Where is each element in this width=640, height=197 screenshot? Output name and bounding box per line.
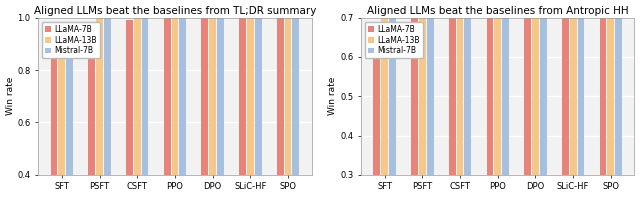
Bar (607, 0, 614, 175)
Bar (202, 0, 208, 175)
Bar (577, 0, 584, 175)
Bar (277, 0, 284, 175)
Bar (217, 0, 224, 175)
Bar (456, 0, 463, 175)
Bar (51, 37, 58, 175)
Bar (172, 0, 179, 175)
Bar (164, 12, 170, 175)
Bar (88, 32, 95, 175)
Bar (292, 0, 300, 175)
Y-axis label: Win rate: Win rate (6, 77, 15, 115)
Bar (96, 18, 103, 175)
Bar (600, 0, 607, 175)
Bar (389, 1, 396, 175)
Bar (570, 0, 577, 175)
Bar (104, 15, 111, 175)
Bar (141, 5, 148, 175)
Bar (524, 0, 531, 175)
Bar (247, 0, 253, 175)
Legend: LLaMA-7B, LLaMA-13B, Mistral-7B: LLaMA-7B, LLaMA-13B, Mistral-7B (365, 21, 422, 59)
Bar (615, 0, 622, 175)
Bar (540, 0, 547, 175)
Bar (449, 0, 456, 175)
Bar (58, 30, 65, 175)
Bar (126, 20, 133, 175)
Bar (562, 0, 569, 175)
Bar (419, 0, 426, 175)
Bar (209, 0, 216, 175)
Bar (411, 17, 418, 175)
Bar (486, 0, 493, 175)
Legend: LLaMA-7B, LLaMA-13B, Mistral-7B: LLaMA-7B, LLaMA-13B, Mistral-7B (42, 21, 100, 59)
Bar (239, 0, 246, 175)
Bar (255, 0, 262, 175)
Title: Aligned LLMs beat the baselines from TL;DR summary: Aligned LLMs beat the baselines from TL;… (34, 6, 316, 16)
Y-axis label: Win rate: Win rate (328, 77, 337, 115)
Bar (179, 0, 186, 175)
Bar (427, 0, 433, 175)
Bar (373, 22, 380, 175)
Bar (381, 5, 388, 175)
Bar (67, 28, 73, 175)
Title: Aligned LLMs beat the baselines from Antropic HH: Aligned LLMs beat the baselines from Ant… (367, 6, 628, 16)
Bar (134, 8, 141, 175)
Bar (285, 0, 291, 175)
Bar (532, 0, 539, 175)
Bar (465, 0, 471, 175)
Bar (502, 0, 509, 175)
Bar (494, 0, 501, 175)
